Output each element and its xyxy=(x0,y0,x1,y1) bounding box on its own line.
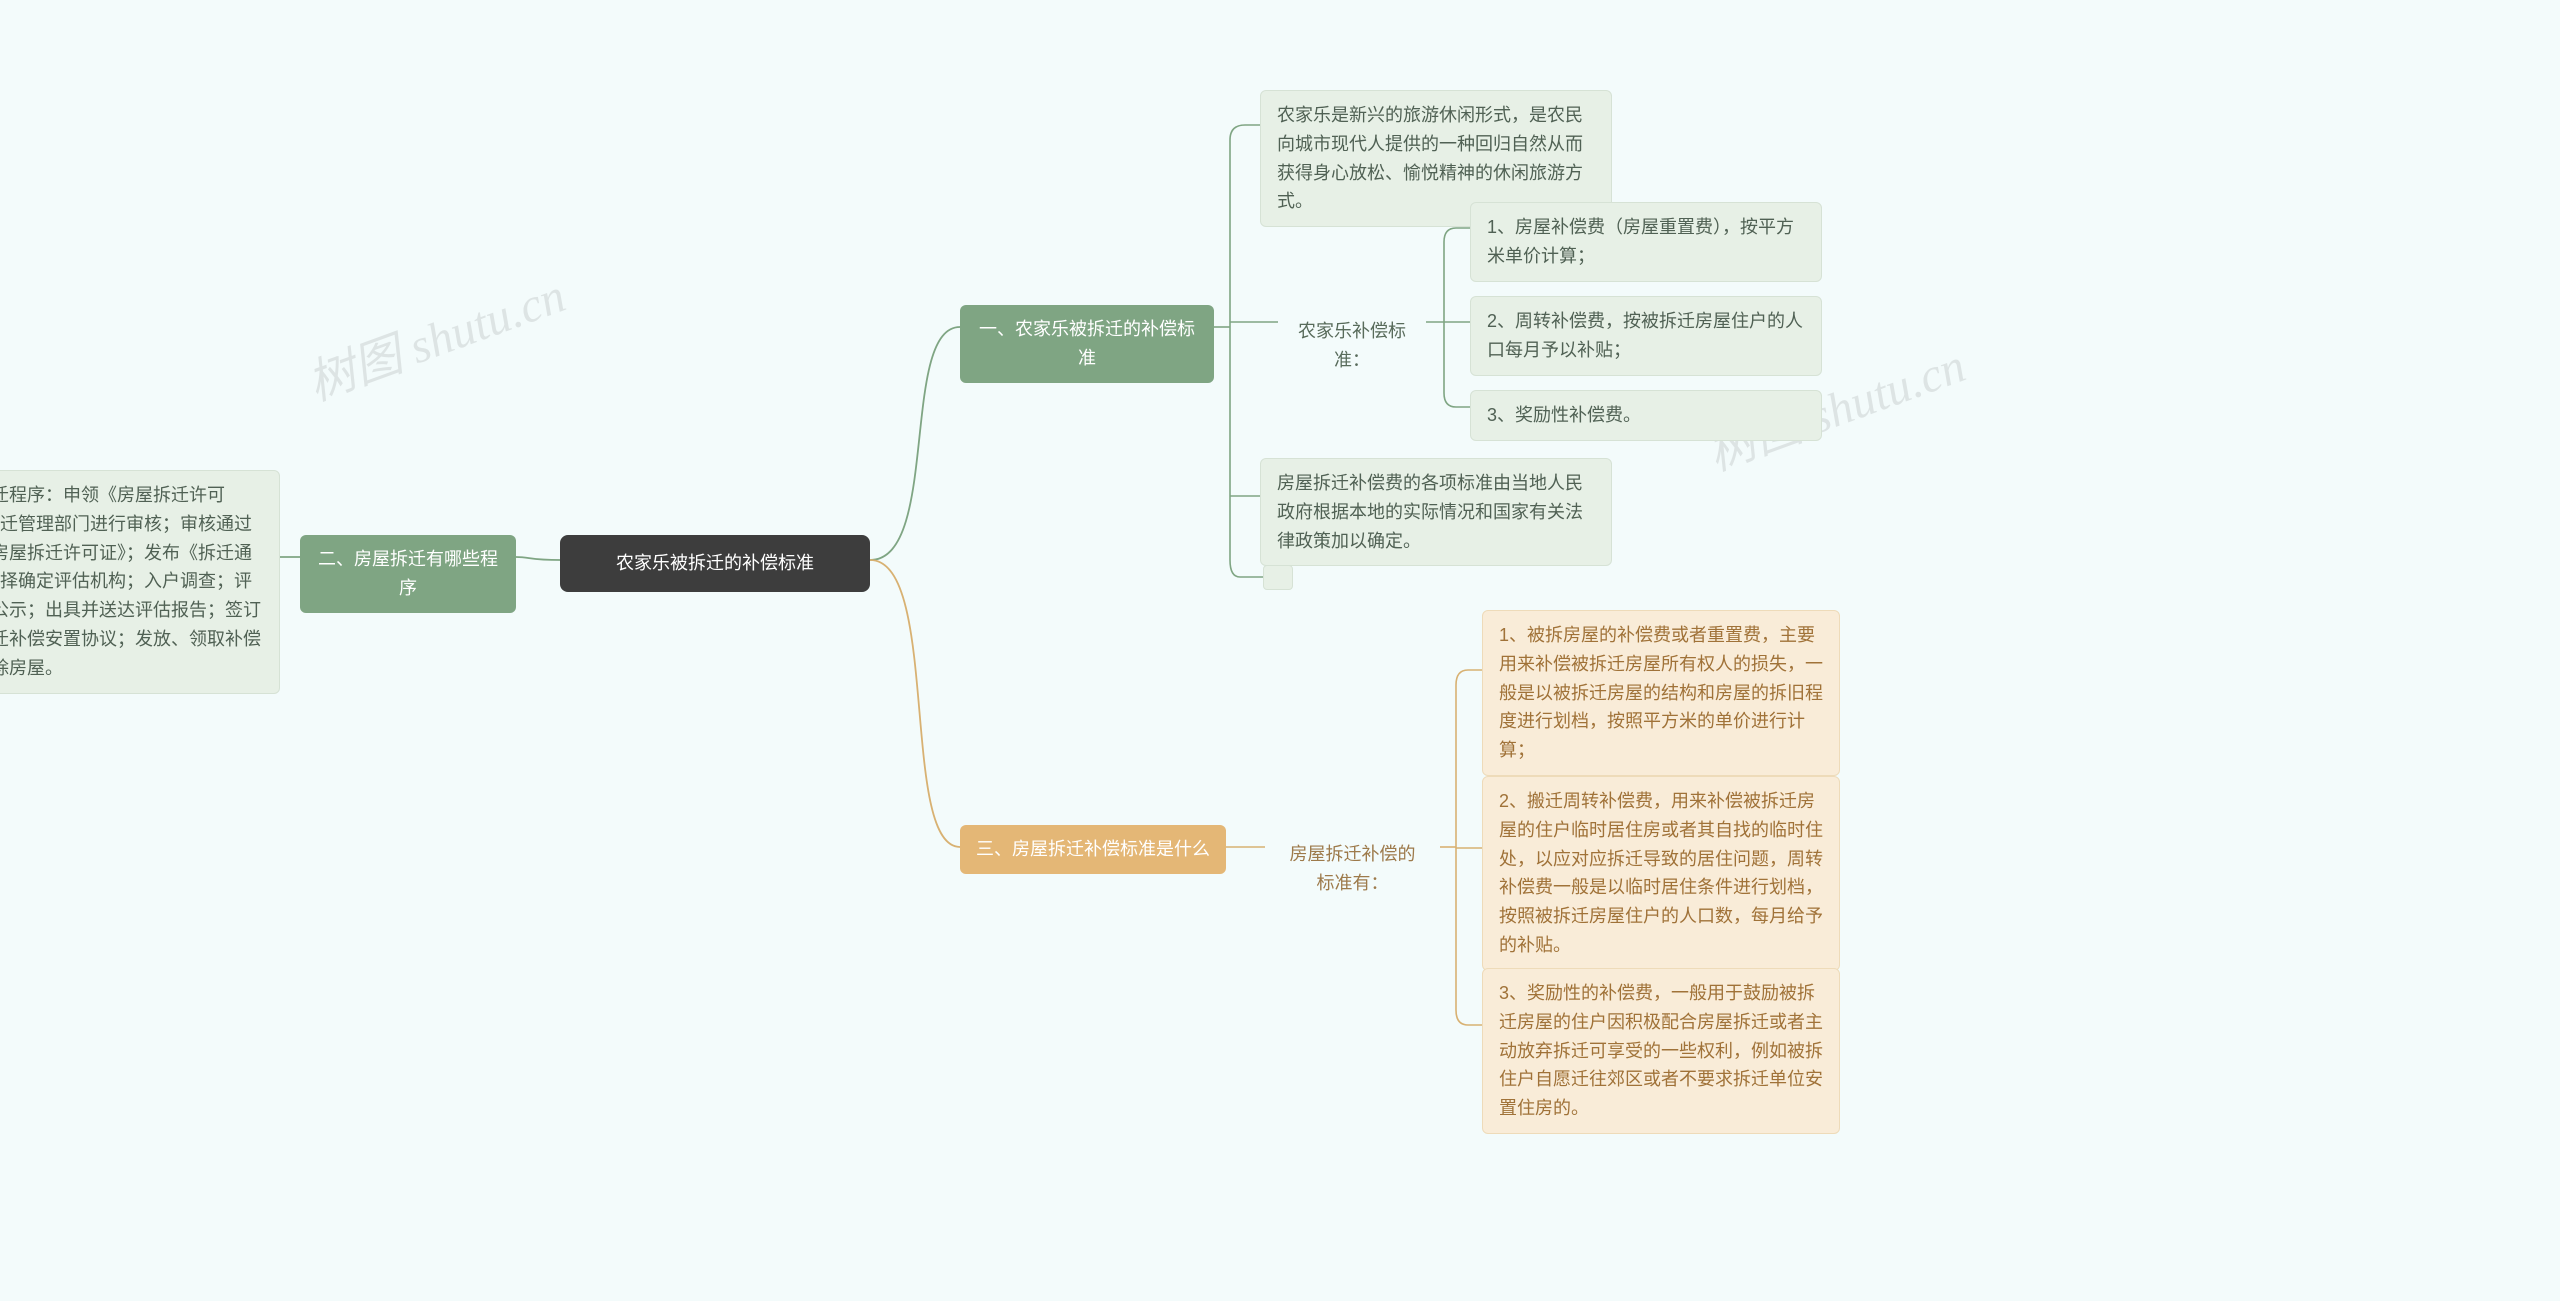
branch-1-empty-leaf xyxy=(1263,565,1293,590)
branch-3-item-2: 2、搬迁周转补偿费，用来补偿被拆迁房屋的住户临时居住房或者其自找的临时住处，以应… xyxy=(1482,776,1840,971)
branch-1-item-1: 1、房屋补偿费（房屋重置费），按平方米单价计算； xyxy=(1470,202,1822,282)
branch-2[interactable]: 二、房屋拆迁有哪些程序 xyxy=(300,535,516,613)
root-node[interactable]: 农家乐被拆迁的补偿标准 xyxy=(560,535,870,592)
branch-1-item-3: 3、奖励性补偿费。 xyxy=(1470,390,1822,441)
watermark-1: 树图 shutu.cn xyxy=(296,256,573,414)
branch-1[interactable]: 一、农家乐被拆迁的补偿标准 xyxy=(960,305,1214,383)
branch-3-sublabel: 房屋拆迁补偿的标准有： xyxy=(1265,830,1440,908)
branch-1-leaf-footer: 房屋拆迁补偿费的各项标准由当地人民政府根据本地的实际情况和国家有关法律政策加以确… xyxy=(1260,458,1612,566)
branch-3-item-3: 3、奖励性的补偿费，一般用于鼓励被拆迁房屋的住户因积极配合房屋拆迁或者主动放弃拆… xyxy=(1482,968,1840,1134)
branch-1-item-2: 2、周转补偿费，按被拆迁房屋住户的人口每月予以补贴； xyxy=(1470,296,1822,376)
branch-2-leaf: 房屋拆迁程序：申领《房屋拆迁许可证》；拆迁管理部门进行审核；审核通过发放《房屋拆… xyxy=(0,470,280,694)
branch-1-sublabel: 农家乐补偿标准： xyxy=(1278,307,1426,385)
branch-3-item-1: 1、被拆房屋的补偿费或者重置费，主要用来补偿被拆迁房屋所有权人的损失，一般是以被… xyxy=(1482,610,1840,776)
branch-3[interactable]: 三、房屋拆迁补偿标准是什么 xyxy=(960,825,1226,874)
